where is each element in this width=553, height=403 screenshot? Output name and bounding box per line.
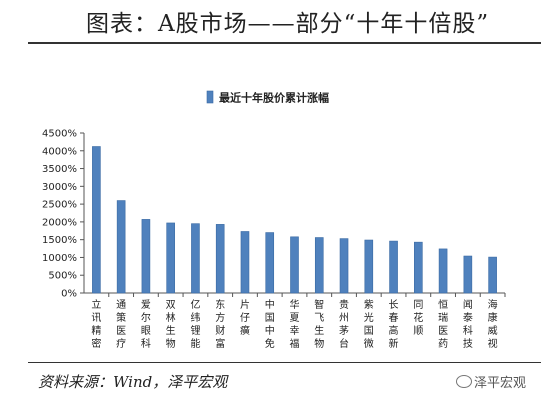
y-tick-label: 4000%	[42, 146, 77, 157]
y-tick-label: 1000%	[42, 253, 77, 264]
y-tick-label: 1500%	[42, 235, 77, 246]
wechat-icon	[456, 375, 472, 388]
x-tick-label: 通策医疗	[116, 299, 126, 350]
x-tick-label: 同花顺	[413, 299, 423, 337]
y-tick-labels: 0% 500% 1000% 1500% 2000% 2500% 3000% 3500% 4000…	[42, 129, 77, 300]
y-tick-label: 4500%	[42, 129, 77, 140]
watermark: 泽平宏观	[456, 372, 526, 391]
bar	[463, 255, 473, 294]
x-tick-labels: 立讯精密 通策医疗 爱尔眼科 双林生物 亿纬锂能 东方财富 片仔癀 中国中免 华夏幸福 智飞生物 贵…	[91, 298, 497, 350]
bar	[290, 236, 299, 294]
bar	[488, 256, 497, 294]
source-note: 资料来源：Wind，泽平宏观	[38, 373, 228, 391]
bar	[438, 248, 448, 294]
chart-title: 图表：A股市场——部分“十年十倍股”	[86, 11, 490, 37]
y-tick-label: 3000%	[42, 182, 77, 193]
bar	[314, 237, 324, 294]
x-tick-label: 海康威视	[488, 298, 498, 350]
title-divider	[28, 42, 541, 44]
y-tick-label: 500%	[48, 271, 77, 282]
y-tick-label: 2000%	[42, 217, 77, 228]
legend-swatch	[206, 90, 214, 104]
x-tick-label: 爱尔眼科	[141, 298, 151, 350]
bar	[116, 200, 126, 294]
x-tick-label: 立讯精密	[91, 298, 101, 350]
legend: 最近十年股价累计涨幅	[206, 90, 329, 105]
bar	[414, 241, 423, 294]
watermark-text: 泽平宏观	[474, 376, 527, 391]
x-tick-label: 片仔癀	[240, 298, 250, 337]
x-tick-label: 双林生物	[166, 299, 176, 350]
bar	[265, 232, 275, 294]
x-tick-label: 闻泰科技	[463, 298, 473, 350]
source-divider	[28, 362, 541, 363]
bar	[215, 224, 225, 294]
x-tick-label: 长春高新	[389, 299, 399, 350]
y-tick-label: 0%	[61, 289, 77, 300]
x-tick-label: 华夏幸福	[290, 298, 300, 350]
bar	[389, 240, 398, 294]
x-tick-label: 东方财富	[215, 298, 225, 350]
bar	[240, 231, 250, 294]
x-tick-label: 智飞生物	[314, 298, 324, 350]
y-tick-label: 3500%	[42, 164, 77, 175]
x-tick-label: 紫光国微	[364, 299, 374, 350]
y-tick-label: 2500%	[42, 200, 77, 211]
x-tick-label: 亿纬锂能	[190, 298, 200, 350]
bar	[92, 146, 101, 294]
bars	[92, 146, 497, 294]
bar	[191, 223, 200, 294]
x-tick-label: 贵州茅台	[339, 298, 349, 350]
bar	[364, 239, 374, 294]
x-tick-label: 恒瑞医药	[438, 298, 448, 350]
legend-label: 最近十年股价累计涨幅	[219, 91, 329, 105]
bar	[339, 238, 349, 294]
x-tick-label: 中国中免	[265, 298, 275, 350]
bar	[141, 219, 151, 294]
bar	[166, 222, 175, 294]
